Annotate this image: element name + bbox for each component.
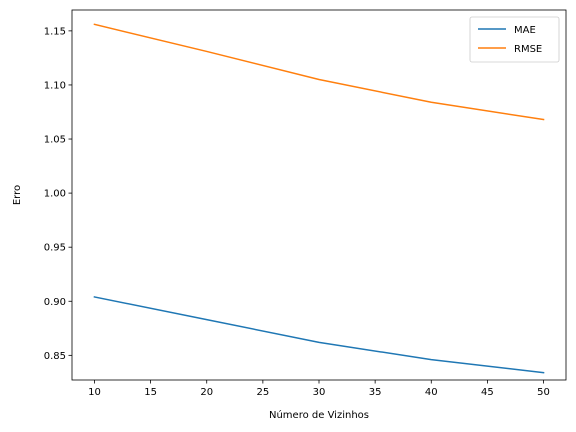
plot-frame [71, 9, 567, 381]
y-tick-label: 0.90 [44, 297, 66, 308]
x-axis-label: Número de Vizinhos [269, 409, 369, 421]
legend: MAE RMSE [469, 16, 560, 63]
x-tick-label: 30 [313, 387, 326, 398]
y-axis-label: Erro [12, 185, 23, 205]
y-tick-label: 0.95 [44, 243, 66, 254]
x-tick-label: 20 [200, 387, 213, 398]
legend-label-rmse: RMSE [514, 44, 542, 55]
x-tick-label: 45 [481, 387, 494, 398]
y-tick-label: 1.10 [44, 80, 66, 91]
x-tick-label: 15 [144, 387, 157, 398]
legend-label-mae: MAE [514, 25, 536, 36]
x-tick-label: 25 [256, 387, 269, 398]
x-axis: 10 15 20 25 30 35 40 45 50 [88, 380, 550, 398]
series-line-rmse [93, 23, 545, 121]
plot-lines [93, 23, 545, 374]
x-tick-label: 50 [537, 387, 550, 398]
x-tick-label: 35 [369, 387, 382, 398]
y-tick-label: 1.15 [44, 26, 66, 37]
y-tick-label: 0.85 [44, 351, 66, 362]
x-tick-label: 10 [88, 387, 101, 398]
y-tick-label: 1.00 [44, 189, 66, 200]
series-line-mae [93, 296, 545, 374]
legend-frame [469, 16, 560, 63]
x-tick-label: 40 [425, 387, 438, 398]
y-axis: 0.85 0.90 0.95 1.00 1.05 1.10 1.15 [44, 26, 72, 362]
y-tick-label: 1.05 [44, 135, 66, 146]
